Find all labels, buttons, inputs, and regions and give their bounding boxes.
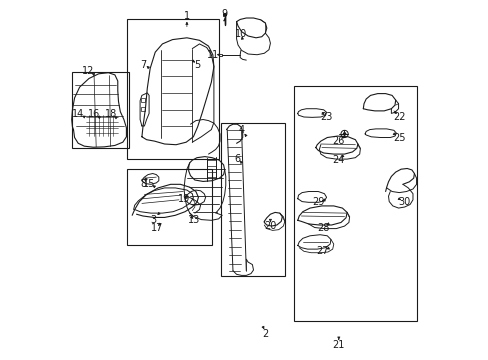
Text: 23: 23 — [320, 112, 332, 122]
Text: 10: 10 — [234, 29, 246, 39]
Text: 14: 14 — [72, 109, 84, 120]
Text: 25: 25 — [392, 132, 405, 143]
Text: 29: 29 — [311, 197, 324, 207]
Text: 28: 28 — [316, 222, 328, 233]
Text: 4: 4 — [239, 125, 244, 135]
Bar — [127, 19, 219, 159]
Text: 7: 7 — [140, 60, 146, 70]
Bar — [141, 98, 145, 102]
Bar — [221, 123, 284, 276]
Text: 13: 13 — [187, 215, 200, 225]
Text: 22: 22 — [392, 112, 405, 122]
Bar — [223, 13, 226, 15]
Text: 24: 24 — [331, 155, 344, 165]
Text: 6: 6 — [234, 154, 240, 164]
Text: 2: 2 — [262, 329, 268, 339]
Text: 30: 30 — [398, 197, 410, 207]
Text: 17: 17 — [151, 222, 163, 233]
Text: 16: 16 — [88, 109, 100, 120]
Bar — [141, 107, 145, 111]
Text: 12: 12 — [81, 66, 94, 76]
Bar — [219, 54, 222, 56]
Text: 5: 5 — [193, 60, 200, 70]
Text: 20: 20 — [264, 221, 276, 231]
Circle shape — [343, 133, 345, 135]
Bar — [72, 72, 128, 148]
Text: 11: 11 — [206, 50, 219, 60]
Text: 1: 1 — [183, 11, 189, 21]
Bar — [294, 86, 416, 321]
Text: 8: 8 — [140, 179, 146, 189]
Text: 9: 9 — [221, 9, 227, 19]
Text: 27: 27 — [316, 246, 328, 256]
Text: 21: 21 — [332, 340, 345, 350]
Text: 26: 26 — [331, 136, 344, 146]
Text: 19: 19 — [178, 194, 190, 204]
Text: 3: 3 — [150, 215, 157, 225]
Bar — [127, 169, 212, 245]
Text: 18: 18 — [105, 109, 117, 120]
Text: 15: 15 — [142, 179, 155, 189]
